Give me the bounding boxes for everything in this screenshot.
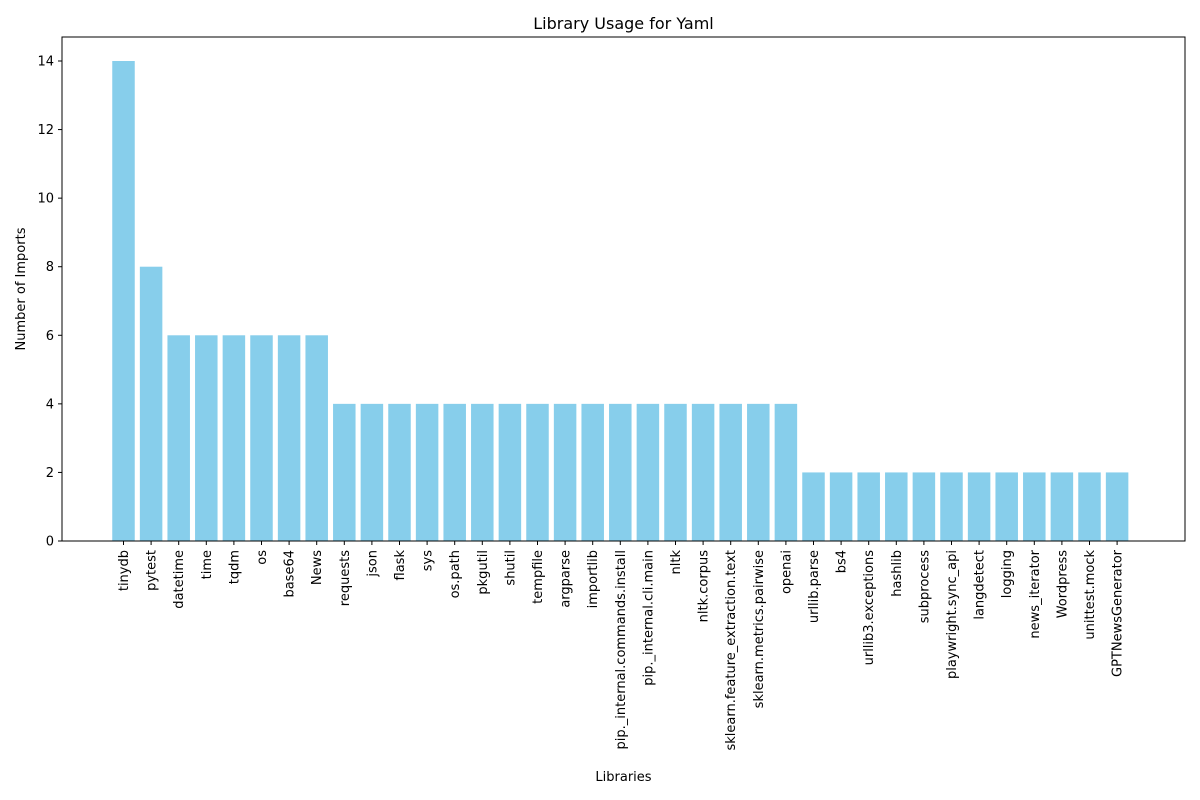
bar-4 xyxy=(222,335,246,541)
bar-17 xyxy=(581,403,604,541)
bar-30 xyxy=(940,472,963,541)
bar-24 xyxy=(774,403,798,541)
bar-33 xyxy=(1023,472,1046,541)
plot-frame xyxy=(61,36,1186,542)
x-tick-label-32: logging xyxy=(1000,550,1015,598)
x-tick-label-27: urllib3.exceptions xyxy=(862,550,877,666)
x-tick-label-24: openai xyxy=(779,550,794,594)
x-tick-label-36: GPTNewsGenerator xyxy=(1111,549,1126,677)
bar-20 xyxy=(664,403,687,541)
bar-36 xyxy=(1105,472,1129,541)
bar-18 xyxy=(609,403,632,541)
x-tick-label-21: nltk.corpus xyxy=(697,550,712,623)
x-tick-label-31: langdetect xyxy=(973,550,988,620)
x-tick-label-8: requests xyxy=(338,550,353,606)
bar-21 xyxy=(691,403,715,541)
bar-16 xyxy=(553,403,577,541)
y-tick-label-0: 0 xyxy=(46,535,54,550)
bar-35 xyxy=(1078,472,1101,541)
bar-0 xyxy=(112,61,135,541)
x-tick-label-16: argparse xyxy=(559,550,574,608)
x-tick-label-18: pip._internal.commands.install xyxy=(614,550,629,749)
x-tick-label-25: urllib.parse xyxy=(807,550,822,623)
x-tick-label-33: news_iterator xyxy=(1028,549,1043,638)
bar-5 xyxy=(250,335,273,541)
x-tick-label-15: tempfile xyxy=(531,550,546,604)
bar-13 xyxy=(471,403,494,541)
bar-22 xyxy=(719,403,742,541)
y-tick-label-6: 12 xyxy=(37,123,54,138)
x-tick-label-23: sklearn.metrics.pairwise xyxy=(752,550,767,708)
x-tick-label-35: unittest.mock xyxy=(1083,550,1098,640)
x-tick-label-11: sys xyxy=(421,550,436,571)
bar-1 xyxy=(139,266,163,541)
chart-title: Library Usage for Yaml xyxy=(533,14,713,33)
bar-34 xyxy=(1050,472,1074,541)
x-tick-label-0: tinydb xyxy=(117,550,132,591)
x-axis-title: Libraries xyxy=(595,770,651,785)
bar-9 xyxy=(360,403,384,541)
x-tick-label-17: importlib xyxy=(586,550,601,608)
x-tick-label-30: playwright.sync_api xyxy=(945,550,960,679)
x-tick-label-28: hashlib xyxy=(890,550,905,597)
x-tick-label-34: Wordpress xyxy=(1055,550,1070,618)
bar-31 xyxy=(967,472,991,541)
bar-29 xyxy=(912,472,936,541)
y-axis: 0 2 4 6 8 10 12 14 xyxy=(37,55,62,550)
bar-26 xyxy=(829,472,853,541)
bar-32 xyxy=(995,472,1018,541)
y-tick-label-2: 4 xyxy=(46,397,54,412)
x-tick-label-5: os xyxy=(255,550,270,565)
bar-27 xyxy=(857,472,880,541)
x-tick-label-29: subprocess xyxy=(917,550,932,623)
bar-6 xyxy=(277,335,301,541)
bar-14 xyxy=(498,403,522,541)
x-tick-label-19: pip._internal.cli.main xyxy=(641,550,656,686)
x-axis: tinydb pytest datetime time tqdm os base64 News… xyxy=(117,541,1126,751)
x-tick-label-9: json xyxy=(365,550,380,578)
x-tick-label-1: pytest xyxy=(145,550,160,591)
bar-3 xyxy=(195,335,218,541)
bar-2 xyxy=(167,335,190,541)
x-tick-label-22: sklearn.feature_extraction.text xyxy=(724,550,739,751)
y-tick-label-3: 6 xyxy=(46,329,54,344)
x-tick-label-2: datetime xyxy=(172,550,187,609)
y-axis-title: Number of Imports xyxy=(14,227,29,350)
bar-7 xyxy=(305,335,328,541)
x-tick-label-7: News xyxy=(310,550,325,585)
x-tick-label-14: shutil xyxy=(503,550,518,586)
bar-12 xyxy=(443,403,466,541)
y-tick-label-7: 14 xyxy=(37,55,54,70)
x-tick-label-10: flask xyxy=(393,550,408,581)
bar-11 xyxy=(415,403,439,541)
bar-15 xyxy=(526,403,549,541)
x-tick-label-3: time xyxy=(200,550,215,579)
x-tick-label-12: os.path xyxy=(448,550,463,598)
y-tick-label-1: 2 xyxy=(46,466,54,481)
y-tick-label-4: 8 xyxy=(46,260,54,275)
bar-19 xyxy=(636,403,660,541)
bar-10 xyxy=(388,403,411,541)
x-tick-label-26: bs4 xyxy=(835,550,850,573)
bar-25 xyxy=(802,472,825,541)
x-tick-label-13: pkgutil xyxy=(476,550,491,595)
x-tick-label-4: tqdm xyxy=(227,550,242,584)
bars-group xyxy=(112,61,1129,541)
x-tick-label-20: nltk xyxy=(669,550,684,575)
bar-28 xyxy=(885,472,908,541)
bar-8 xyxy=(333,403,356,541)
y-tick-label-5: 10 xyxy=(37,192,54,207)
x-tick-label-6: base64 xyxy=(283,550,298,598)
bar-23 xyxy=(747,403,770,541)
